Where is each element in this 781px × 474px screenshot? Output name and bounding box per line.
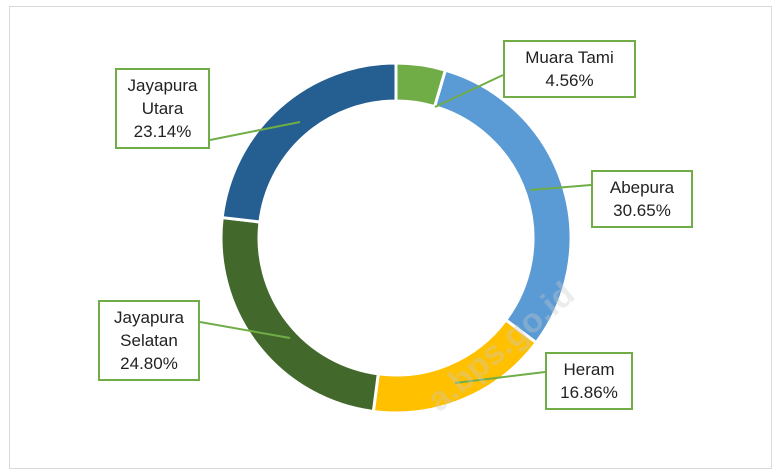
data-label: Abepura 30.65% — [591, 170, 693, 228]
data-label: Heram 16.86% — [545, 352, 633, 410]
donut-segment — [220, 61, 398, 224]
data-label: Muara Tami 4.56% — [503, 40, 636, 98]
label-name: Jayapura Selatan — [114, 308, 184, 350]
label-value: 30.65% — [613, 201, 671, 220]
label-value: 16.86% — [560, 383, 618, 402]
label-name: Abepura — [609, 178, 675, 197]
label-value: 24.80% — [120, 354, 178, 373]
label-name: Heram — [563, 360, 615, 379]
label-name: Jayapura Utara — [127, 76, 198, 118]
leader-line — [529, 184, 592, 191]
label-value: 23.14% — [133, 122, 192, 141]
leader-line — [454, 371, 546, 384]
leader-line — [199, 321, 291, 339]
leaders — [199, 74, 592, 384]
data-label: Jayapura Selatan 24.80% — [98, 300, 200, 381]
label-name: Muara Tami — [525, 48, 614, 67]
data-label: Jayapura Utara 23.14% — [115, 68, 210, 149]
label-value: 4.56% — [545, 71, 594, 90]
leader-line — [434, 74, 504, 108]
leader-line — [209, 121, 301, 141]
